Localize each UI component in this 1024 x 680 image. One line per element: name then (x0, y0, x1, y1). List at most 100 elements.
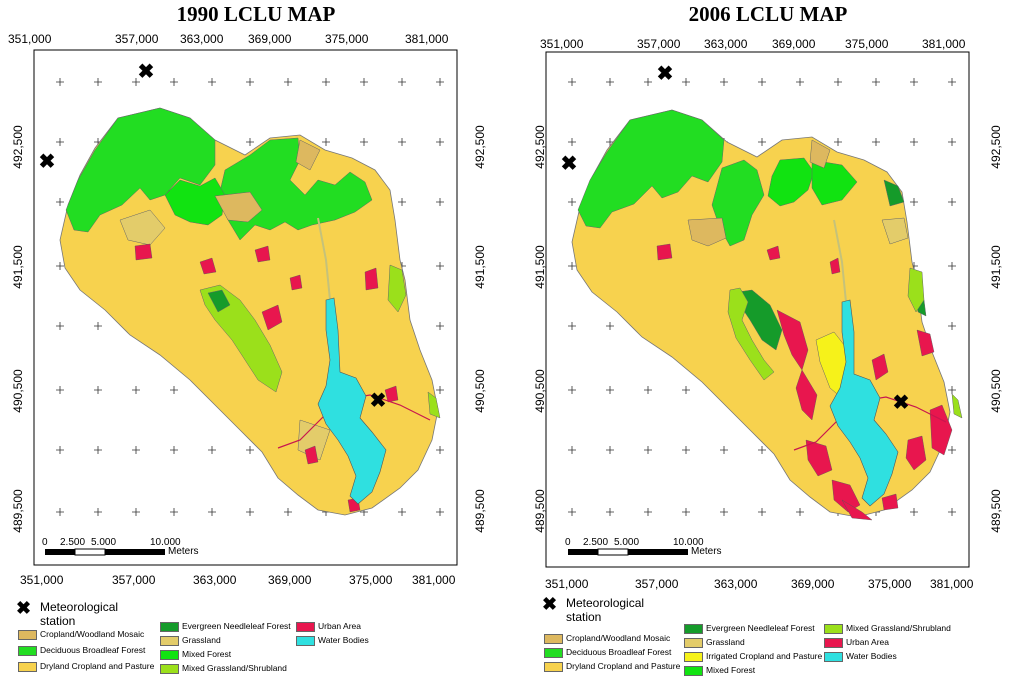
graticule-cross (94, 322, 102, 330)
graticule-cross (948, 78, 956, 86)
mixed-grassland-shrubland (951, 393, 963, 419)
legend-swatch (18, 629, 37, 640)
y-tick-label-right: 490,500 (473, 369, 487, 413)
x-tick-label-bottom: 363,000 (193, 573, 237, 587)
meteorological-station-icon: ✖ (561, 153, 578, 175)
graticule-cross (644, 386, 652, 394)
graticule-cross (56, 322, 64, 330)
deciduous-broadleaf-forest (711, 159, 765, 247)
graticule-cross (360, 138, 368, 146)
urban-area (261, 304, 283, 331)
y-tick-label-left: 489,500 (11, 489, 25, 533)
scale-tick: 0 (565, 537, 571, 548)
meteorological-station-icon: ✖ (39, 151, 56, 173)
graticule-cross (872, 138, 880, 146)
graticule-cross (94, 78, 102, 86)
graticule-cross (720, 446, 728, 454)
map-canvas: ✖ ✖ ✖ (545, 51, 970, 568)
scale-bar-segment (74, 548, 106, 556)
scale-tick: 10.000 (150, 537, 181, 548)
graticule-cross (796, 508, 804, 516)
evergreen-needleleaf-forest (883, 179, 905, 207)
station-legend-label: Meteorological station (566, 596, 645, 624)
x-tick-label-top: 381,000 (922, 37, 966, 51)
cropland-woodland-mosaic (687, 217, 727, 247)
cropland-woodland-mosaic (214, 191, 263, 223)
x-tick-label-top: 375,000 (325, 32, 369, 46)
y-tick-label-right: 489,500 (473, 489, 487, 533)
graticule-cross (322, 138, 330, 146)
deciduous-broadleaf-forest (65, 107, 216, 233)
graticule-cross (56, 508, 64, 516)
graticule-cross (208, 78, 216, 86)
legend-label: Mixed Grassland/Shrubland (846, 623, 951, 633)
legend-item: Deciduous Broadleaf Forest (18, 645, 145, 656)
x-tick-label-top: 351,000 (540, 37, 584, 51)
graticule-cross (758, 508, 766, 516)
graticule-cross (568, 508, 576, 516)
legend-item: Cropland/Woodland Mosaic (18, 629, 144, 640)
legend-label: Grassland (182, 635, 221, 645)
graticule-cross (56, 386, 64, 394)
graticule-cross (56, 138, 64, 146)
urban-area (289, 274, 303, 291)
x-tick-label-bottom: 369,000 (268, 573, 312, 587)
graticule-cross (436, 198, 444, 206)
mixed-forest (811, 159, 858, 206)
legend-label: Mixed Forest (706, 665, 756, 675)
x-tick-label-bottom: 375,000 (349, 573, 393, 587)
y-tick-label-left: 491,500 (11, 245, 25, 289)
map-panel-2006: 2006 LCLU MAP ✖ (512, 0, 1024, 680)
legend-item: Mixed Grassland/Shrubland (824, 623, 951, 634)
legend-swatch (544, 647, 563, 658)
y-tick-label-right: 491,500 (989, 245, 1003, 289)
map-canvas: ✖ ✖ ✖ (33, 49, 458, 566)
graticule-cross (208, 446, 216, 454)
map-frame (33, 49, 458, 566)
meteorological-station-icon: ✖ (657, 63, 674, 85)
station-legend-label: Meteorological station (40, 600, 119, 628)
graticule-cross (398, 508, 406, 516)
graticule-cross (94, 386, 102, 394)
graticule-cross (436, 386, 444, 394)
scale-tick: 0 (42, 537, 48, 548)
legend-swatch (296, 621, 315, 632)
urban-area (829, 257, 841, 275)
mixed-grassland-shrubland (427, 391, 441, 419)
graticule-cross (360, 78, 368, 86)
legend-swatch (824, 651, 843, 662)
graticule-cross (758, 446, 766, 454)
meteorological-station-icon: ✖ (138, 61, 155, 83)
legend-item: Water Bodies (296, 635, 369, 646)
graticule-cross (948, 322, 956, 330)
y-tick-label-left: 492,500 (11, 125, 25, 169)
urban-area (871, 353, 889, 381)
graticule-cross (56, 198, 64, 206)
graticule-cross (606, 386, 614, 394)
graticule-cross (246, 78, 254, 86)
x-tick-label-bottom: 357,000 (635, 577, 679, 591)
legend-swatch (296, 635, 315, 646)
urban-area (364, 267, 379, 291)
graticule-cross (606, 446, 614, 454)
graticule-cross (720, 508, 728, 516)
graticule-cross (170, 78, 178, 86)
graticule-cross (872, 78, 880, 86)
scale-unit: Meters (168, 546, 199, 557)
scale-bar-segment (628, 549, 688, 555)
graticule-cross (398, 198, 406, 206)
graticule-cross (436, 138, 444, 146)
legend-item: Evergreen Needleleaf Forest (160, 621, 291, 632)
x-tick-label-top: 369,000 (248, 32, 292, 46)
legend-label: Water Bodies (318, 635, 369, 645)
legend-item: Grassland (684, 637, 745, 648)
x-tick-label-top: 375,000 (845, 37, 889, 51)
legend-swatch (684, 651, 703, 662)
graticule-cross (132, 508, 140, 516)
x-tick-label-bottom: 381,000 (412, 573, 456, 587)
graticule-cross (284, 78, 292, 86)
graticule-cross (56, 446, 64, 454)
graticule-cross (436, 508, 444, 516)
legend-label: Mixed Grassland/Shrubland (182, 663, 287, 673)
urban-area (929, 404, 953, 456)
